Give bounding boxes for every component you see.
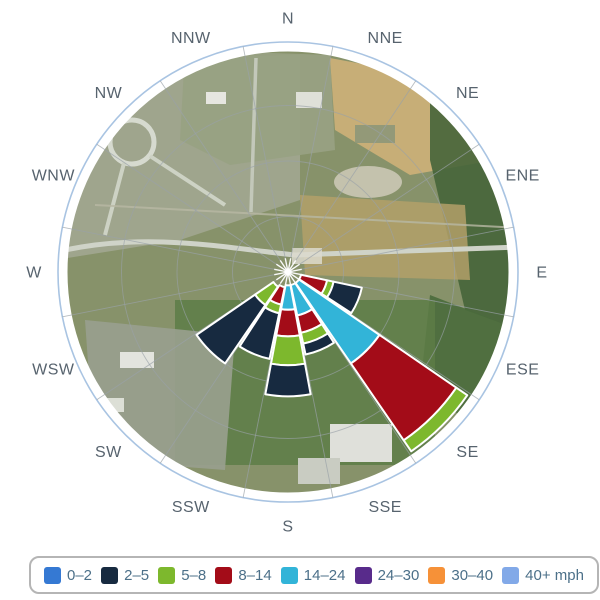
grid-ring xyxy=(121,105,455,439)
legend-swatch xyxy=(502,566,520,584)
legend-label: 0–2 xyxy=(67,566,93,584)
compass-label-ESE: ESE xyxy=(506,362,540,379)
legend-item-5[interactable]: 24–30 xyxy=(354,566,420,584)
petal-S-segment-5–8 xyxy=(270,334,306,367)
petal-SW-segment-2–5 xyxy=(195,293,267,365)
compass-labels: N NNE NE ENE E ESE SE SSE S SSW SW WSW W WNW NW NNW xyxy=(26,11,547,536)
compass-label-SW: SW xyxy=(95,444,122,461)
petal-SSE-segment-2–5 xyxy=(302,332,335,356)
legend-label: 40+ mph xyxy=(525,566,584,584)
compass-label-ENE: ENE xyxy=(505,167,539,184)
photo-rim-circle xyxy=(64,48,512,496)
center-hub xyxy=(274,258,302,286)
grid-spoke xyxy=(287,80,417,273)
legend-swatch xyxy=(158,566,176,584)
compass-label-NW: NW xyxy=(95,85,123,102)
petal-ESE-segment-2–5 xyxy=(326,280,363,315)
legend-label: 14–24 xyxy=(303,566,346,584)
legend-swatch xyxy=(44,566,61,584)
compass-label-SSW: SSW xyxy=(172,499,210,516)
legend-item-0[interactable]: 0–2 xyxy=(44,566,93,584)
legend-swatch xyxy=(280,566,298,584)
legend-label: 5–8 xyxy=(181,566,207,584)
legend-label: 2–5 xyxy=(124,566,150,584)
compass-label-WSW: WSW xyxy=(32,362,75,379)
legend-swatch xyxy=(101,566,119,584)
grid-spoke xyxy=(287,143,480,273)
compass-label-SE: SE xyxy=(456,444,478,461)
grid-spoke xyxy=(96,143,289,273)
grid-spoke xyxy=(62,271,289,318)
grid-spoke xyxy=(287,46,334,273)
legend-swatch xyxy=(428,566,446,584)
legend-item-2[interactable]: 5–8 xyxy=(158,566,207,584)
compass-label-S: S xyxy=(282,519,293,536)
grid-spoke xyxy=(159,80,289,273)
compass-label-E: E xyxy=(536,265,547,282)
compass-label-W: W xyxy=(26,265,42,282)
legend-label: 30–40 xyxy=(451,566,494,584)
grid-spoke xyxy=(62,226,289,273)
legend-item-1[interactable]: 2–5 xyxy=(101,566,150,584)
legend-swatch xyxy=(215,566,233,584)
wind-petals xyxy=(195,273,469,453)
compass-label-NNE: NNE xyxy=(368,30,403,47)
legend-item-6[interactable]: 30–40 xyxy=(428,566,494,584)
outer-boundary-circle xyxy=(57,41,519,503)
hub-dot xyxy=(285,269,291,275)
compass-label-N: N xyxy=(282,11,294,28)
petal-SE-segment-5–8 xyxy=(402,386,469,453)
legend-item-7[interactable]: 40+ mph xyxy=(502,566,584,584)
legend-swatch xyxy=(354,566,372,584)
compass-label-NE: NE xyxy=(456,85,479,102)
compass-label-SSE: SSE xyxy=(368,499,402,516)
compass-label-NNW: NNW xyxy=(171,30,211,47)
compass-label-WNW: WNW xyxy=(32,167,76,184)
grid-spoke xyxy=(287,226,514,273)
legend-item-3[interactable]: 8–14 xyxy=(215,566,272,584)
petal-SSW-segment-2–5 xyxy=(238,306,281,360)
petal-S-segment-2–5 xyxy=(264,362,312,398)
legend-item-4[interactable]: 14–24 xyxy=(280,566,346,584)
legend-label: 24–30 xyxy=(377,566,420,584)
legend-label: 8–14 xyxy=(238,566,272,584)
wind-speed-legend: 0–2 2–5 5–8 8–14 14–24 24–30 30–40 40+ mph xyxy=(29,556,599,594)
grid-spoke xyxy=(242,46,289,273)
